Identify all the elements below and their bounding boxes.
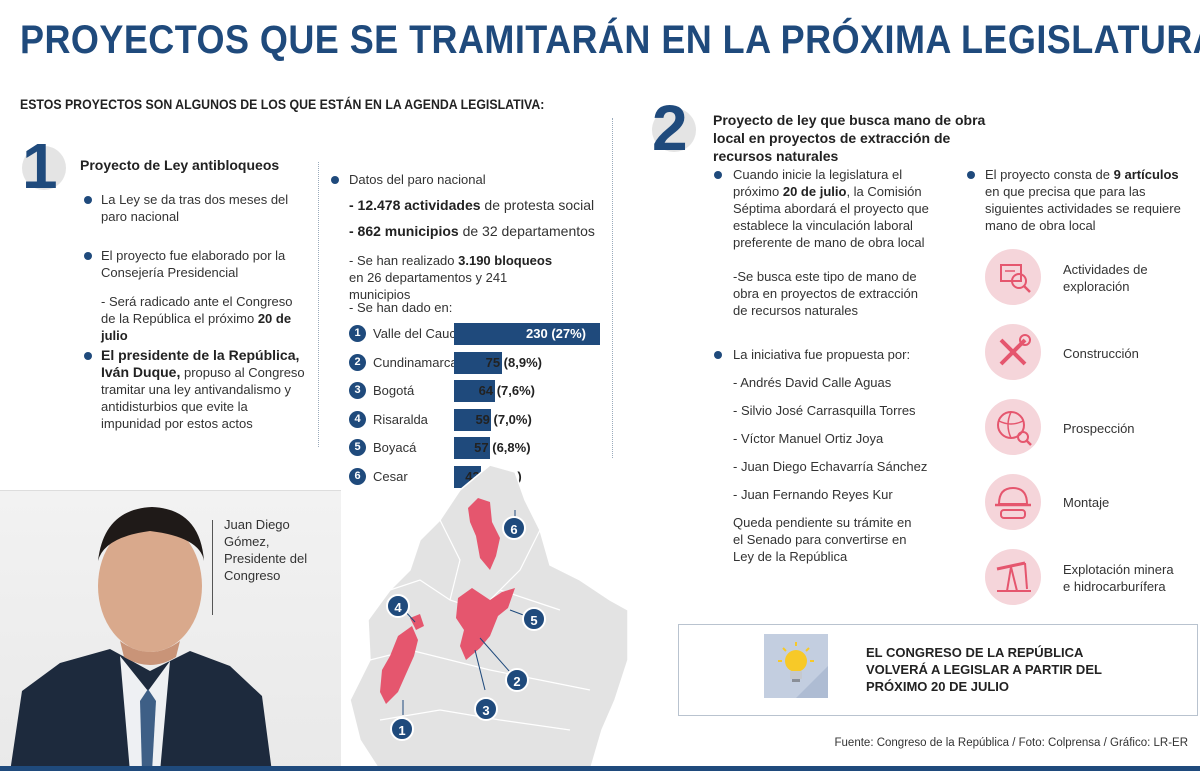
bar-rank-badge: 2: [349, 353, 366, 371]
bar-value-label: 59 (7,0%): [475, 411, 532, 427]
bullet-icon: [84, 252, 92, 260]
bullet-icon: [331, 176, 339, 184]
map-pin-6: 6: [502, 516, 526, 540]
bar-row: 2 Cundinamarca 75 (8,9%): [349, 351, 609, 374]
paro-line-3: - Se han realizado 3.190 bloqueos en 26 …: [349, 253, 553, 302]
page-title: PROYECTOS QUE SE TRAMITARÁN EN LA PRÓXIM…: [20, 18, 1200, 62]
bar-row: 5 Boyacá 57 (6,8%): [349, 437, 609, 459]
source-credits: Fuente: Congreso de la República / Foto:…: [834, 737, 1188, 749]
bullet-icon: [714, 351, 722, 359]
bar-rank-badge: 6: [349, 467, 366, 485]
section-2-bullet-2: La iniciativa fue propuesta por:: [733, 347, 911, 362]
bar-value-label: 75 (8,9%): [485, 354, 542, 370]
section-2-note: -Se busca este tipo de mano de obra en p…: [733, 269, 918, 318]
section-1-note: - Será radicado ante el Congreso de la R…: [101, 294, 293, 343]
activity-label: Construcción: [1063, 346, 1139, 361]
bar-row: 3 Bogotá 64 (7,6%): [349, 380, 609, 402]
callout-text: EL CONGRESO DE LA REPÚBLICA VOLVERÁ A LE…: [866, 645, 1102, 694]
bottom-rule: [0, 766, 1200, 771]
activity-label: Prospección: [1063, 421, 1135, 436]
lightbulb-icon: [764, 634, 828, 698]
author-item: - Silvio José Carrasquilla Torres: [733, 403, 916, 418]
map-region-cesar: [468, 498, 500, 570]
photo-juan-diego-gomez: [0, 490, 341, 771]
map-leader-line: [479, 637, 511, 673]
section-1-bullet-3: El presidente de la República, Iván Duqu…: [101, 347, 305, 431]
author-item: - Andrés David Calle Aguas: [733, 375, 892, 390]
bar: [454, 380, 495, 402]
map-pin-1: 1: [390, 717, 414, 741]
person-portrait-icon: [10, 507, 272, 771]
section-number-bg: [652, 108, 696, 152]
map-pin-3: 3: [474, 697, 498, 721]
bar: [454, 351, 502, 374]
page-subtitle: ESTOS PROYECTOS SON ALGUNOS DE LOS QUE E…: [20, 96, 545, 112]
author-item: - Víctor Manuel Ortiz Joya: [733, 431, 884, 446]
construction-tools-icon: [985, 324, 1041, 380]
bar: [454, 408, 492, 431]
bullet-icon: [84, 196, 92, 204]
bar-category-label: Bogotá: [373, 383, 415, 398]
oil-pump-icon: [985, 549, 1041, 605]
bar-category-label: Valle del Cauca: [373, 326, 464, 341]
section-2-heading: Proyecto de ley que busca mano de obra l…: [713, 112, 986, 164]
bar-rank-badge: 3: [349, 382, 366, 399]
map-leader-line: [474, 649, 486, 691]
bar-value-label: 230 (27%): [526, 326, 586, 341]
bar-category-label: Risaralda: [373, 411, 428, 427]
map-region-risaralda: [410, 614, 424, 630]
section-2-number: 2: [652, 92, 688, 164]
hard-hat-icon: [985, 474, 1041, 530]
bar-category-label: Boyacá: [373, 440, 417, 455]
map-pin-2: 2: [505, 668, 529, 692]
section-1-heading: Proyecto de Ley antibloqueos: [80, 157, 280, 173]
author-item: - Juan Fernando Reyes Kur: [733, 487, 893, 502]
bullet-icon: [714, 171, 722, 179]
photo-caption: Juan Diego Gómez, Presidente del Congres…: [224, 517, 308, 583]
bar-rank-badge: 4: [349, 410, 366, 428]
author-item: - Juan Diego Echavarría Sánchez: [733, 459, 928, 474]
bar-rank-badge: 5: [349, 439, 366, 456]
map-region-valle: [380, 626, 418, 704]
section-1-number: 1: [22, 130, 58, 202]
column-separator-left: [318, 162, 319, 447]
exploration-icon: [985, 249, 1041, 305]
bar: [454, 323, 600, 345]
bar-row: 1 Valle del Cauca 230 (27%): [349, 323, 609, 345]
map-pin-5: 5: [522, 607, 546, 631]
activity-label: Montaje: [1063, 495, 1110, 510]
paro-line-2: - 862 municipios de 32 departamentos: [349, 223, 595, 239]
caption-line: [212, 520, 213, 615]
section-2-bullet-3: El proyecto consta de 9 artículos en que…: [985, 167, 1181, 233]
paro-line-4: - Se han dado en:: [349, 300, 453, 315]
bar-rank-badge: 1: [349, 325, 366, 342]
bar-category-label: Cesar: [373, 468, 408, 484]
activity-label: Actividades de exploración: [1063, 262, 1148, 294]
paro-line-1: - 12.478 actividades de protesta social: [349, 197, 595, 213]
map-region-cundinamarca-boyaca: [456, 588, 515, 660]
section-2-pending: Queda pendiente su trámite en el Senado …: [733, 515, 912, 564]
bar-row: 4 Risaralda 59 (7,0%): [349, 408, 609, 431]
colombia-map: [349, 464, 629, 771]
section-1-bullet-1: La Ley se da tras dos meses del paro nac…: [101, 192, 289, 224]
bar-category-label: Cundinamarca: [373, 354, 458, 370]
bullet-icon: [84, 352, 92, 360]
map-pin-4: 4: [386, 594, 410, 618]
bullet-icon: [967, 171, 975, 179]
bar: [454, 437, 491, 459]
section-1-bullet-2: El proyecto fue elaborado por la Conseje…: [101, 248, 286, 280]
section-2-bullet-1: Cuando inicie la legislatura el próximo …: [733, 167, 929, 250]
activity-label: Explotación minera e hidrocarburífera: [1063, 562, 1174, 594]
bar-value-label: 64 (7,6%): [478, 383, 535, 398]
column-separator: [612, 118, 613, 458]
globe-magnifier-icon: [985, 399, 1041, 455]
paro-heading: Datos del paro nacional: [349, 172, 486, 187]
bar-value-label: 57 (6,8%): [474, 440, 531, 455]
section-number-bg: [22, 146, 66, 190]
